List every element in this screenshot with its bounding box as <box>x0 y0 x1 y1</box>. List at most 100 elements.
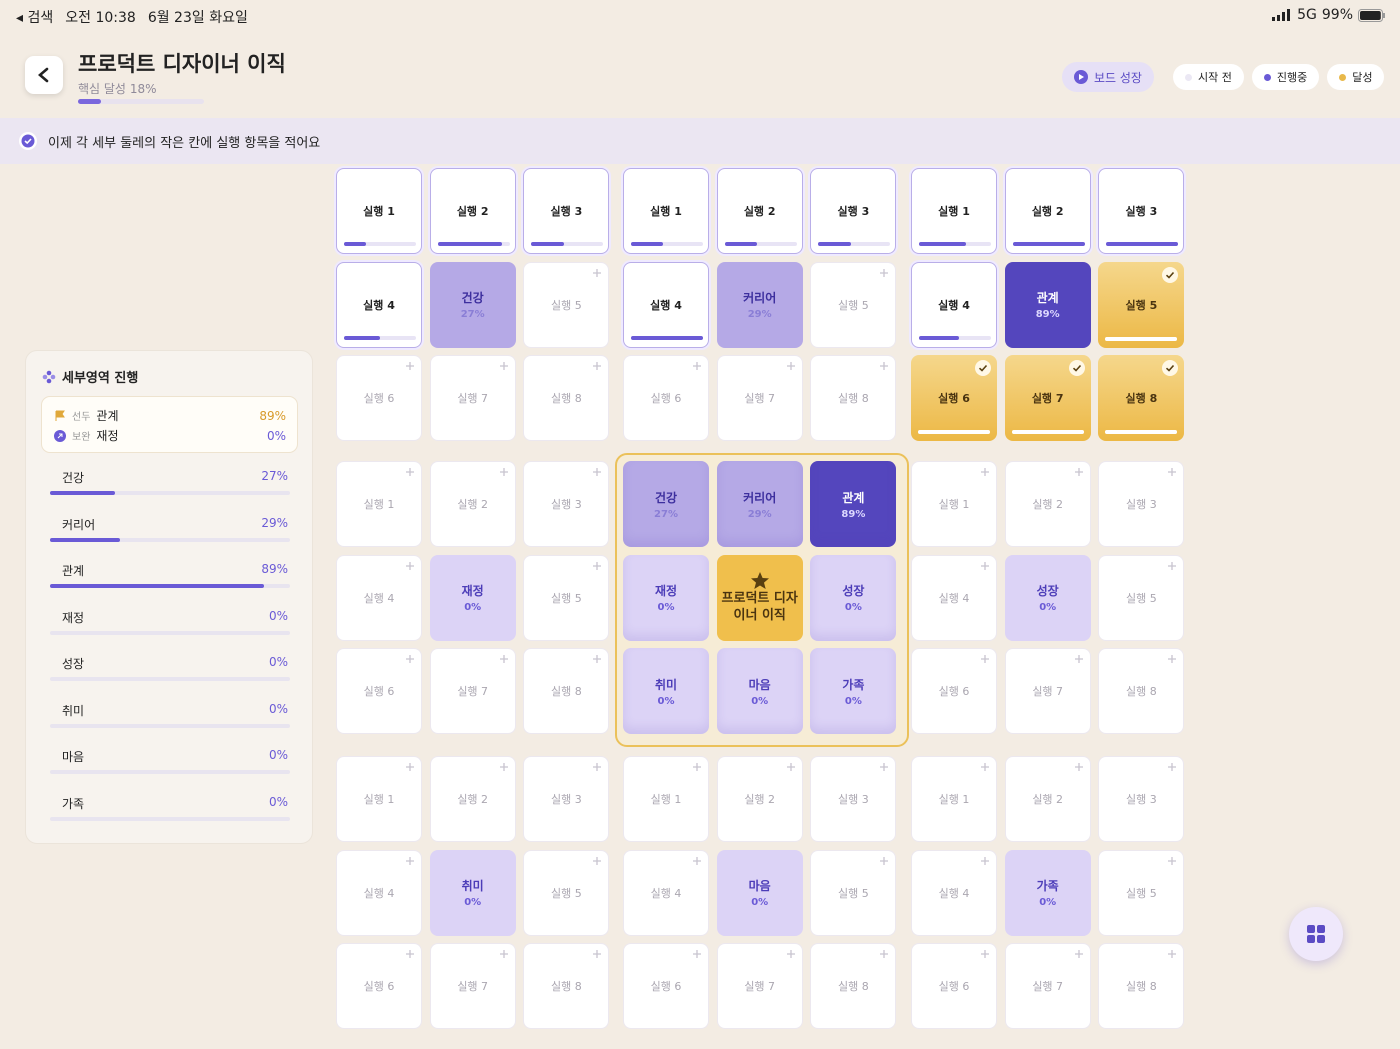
goal-cell[interactable]: 취미 0% <box>429 849 516 936</box>
action-cell[interactable]: 실행 8 <box>810 943 897 1030</box>
core-cell[interactable]: 프로덕트 디자이너 이직 <box>716 554 803 641</box>
action-cell[interactable]: 실행 4 <box>336 261 422 348</box>
action-cell[interactable]: 실행 2 <box>429 168 516 254</box>
action-cell[interactable]: 실행 5 <box>523 849 610 936</box>
action-cell[interactable]: 실행 2 <box>429 756 516 842</box>
action-cell[interactable]: 실행 5 <box>523 261 610 348</box>
add-icon <box>593 561 602 570</box>
action-cell[interactable]: 실행 5 <box>1098 849 1185 936</box>
action-cell[interactable]: 실행 4 <box>911 554 997 641</box>
goal-cell-name: 성장 <box>1036 584 1059 599</box>
action-cell[interactable]: 실행 2 <box>1004 756 1091 842</box>
goal-cell[interactable]: 건강 27% <box>623 461 709 547</box>
action-cell[interactable]: 실행 5 <box>1098 554 1185 641</box>
action-cell[interactable]: 실행 2 <box>1004 461 1091 547</box>
back-link[interactable]: ◂ 검색 <box>16 10 54 26</box>
action-cell[interactable]: 실행 8 <box>523 355 610 442</box>
action-label: 실행 8 <box>1126 980 1157 994</box>
add-icon <box>1168 856 1177 865</box>
action-label: 실행 4 <box>938 591 970 605</box>
action-cell[interactable]: 실행 1 <box>336 461 422 547</box>
add-icon-path <box>499 468 508 476</box>
action-cell[interactable]: 실행 3 <box>1098 461 1185 547</box>
action-cell[interactable]: 실행 1 <box>623 168 709 254</box>
action-cell[interactable]: 실행 2 <box>429 461 516 547</box>
action-label: 실행 5 <box>1126 591 1157 605</box>
action-cell[interactable]: 실행 8 <box>810 355 897 442</box>
goal-name: 건강 <box>62 471 85 485</box>
goal-cell[interactable]: 성장 0% <box>1004 554 1091 641</box>
goal-cell[interactable]: 재정 0% <box>429 554 516 641</box>
goal-cell[interactable]: 마음 0% <box>716 849 803 936</box>
action-cell[interactable]: 실행 3 <box>523 756 610 842</box>
goal-cell[interactable]: 재정 0% <box>623 554 709 641</box>
action-cell[interactable]: 실행 7 <box>716 943 803 1030</box>
action-cell[interactable]: 실행 4 <box>911 849 997 936</box>
action-cell[interactable]: 실행 5 <box>523 554 610 641</box>
action-cell[interactable]: 실행 1 <box>336 756 422 842</box>
action-cell[interactable]: 실행 6 <box>911 648 997 735</box>
action-cell[interactable]: 실행 7 <box>1004 355 1091 442</box>
action-cell[interactable]: 실행 7 <box>1004 943 1091 1030</box>
add-icon-path <box>981 655 989 664</box>
action-cell[interactable]: 실행 4 <box>336 554 422 641</box>
goal-cell[interactable]: 마음 0% <box>716 648 803 735</box>
grid-menu-button[interactable] <box>1289 907 1343 961</box>
grow-button[interactable]: 보드 성장 <box>1062 62 1154 92</box>
goal-cell[interactable]: 가족 0% <box>810 648 897 735</box>
action-cell[interactable]: 실행 1 <box>911 461 997 547</box>
action-cell[interactable]: 실행 3 <box>1098 168 1185 254</box>
action-cell[interactable]: 실행 7 <box>429 943 516 1030</box>
action-cell[interactable]: 실행 2 <box>716 168 803 254</box>
action-cell[interactable]: 실행 6 <box>623 943 709 1030</box>
action-cell[interactable]: 실행 3 <box>1098 756 1185 842</box>
action-cell[interactable]: 실행 6 <box>911 355 997 442</box>
goal-track <box>50 770 290 774</box>
action-cell[interactable]: 실행 2 <box>716 756 803 842</box>
action-cell[interactable]: 실행 6 <box>623 355 709 442</box>
action-cell[interactable]: 실행 3 <box>523 461 610 547</box>
action-cell[interactable]: 실행 7 <box>429 355 516 442</box>
action-cell[interactable]: 실행 7 <box>716 355 803 442</box>
action-cell[interactable]: 실행 7 <box>429 648 516 735</box>
action-cell[interactable]: 실행 4 <box>623 261 709 348</box>
action-cell[interactable]: 실행 5 <box>810 849 897 936</box>
action-cell[interactable]: 실행 3 <box>523 168 610 254</box>
goal-cell[interactable]: 건강 27% <box>429 261 516 348</box>
goal-cell[interactable]: 관계 89% <box>1004 261 1091 348</box>
action-cell[interactable]: 실행 1 <box>336 168 422 254</box>
back-button[interactable] <box>25 56 63 94</box>
add-icon <box>499 655 508 664</box>
action-cell[interactable]: 실행 4 <box>911 261 997 348</box>
goal-cell[interactable]: 커리어 29% <box>716 261 803 348</box>
action-cell[interactable]: 실행 8 <box>1098 943 1185 1030</box>
action-cell[interactable]: 실행 6 <box>336 355 422 442</box>
action-cell[interactable]: 실행 2 <box>1004 168 1091 254</box>
goal-cell[interactable]: 커리어 29% <box>716 461 803 547</box>
add-icon <box>786 362 795 371</box>
action-cell[interactable]: 실행 6 <box>336 648 422 735</box>
action-cell[interactable]: 실행 6 <box>336 943 422 1030</box>
action-cell[interactable]: 실행 3 <box>810 168 897 254</box>
action-cell[interactable]: 실행 8 <box>523 943 610 1030</box>
goal-cell[interactable]: 가족 0% <box>1004 849 1091 936</box>
action-cell[interactable]: 실행 5 <box>810 261 897 348</box>
action-cell[interactable]: 실행 4 <box>336 849 422 936</box>
add-icon-path <box>593 856 602 865</box>
action-cell[interactable]: 실행 8 <box>523 648 610 735</box>
action-label: 실행 1 <box>363 793 395 806</box>
action-cell[interactable]: 실행 6 <box>911 943 997 1030</box>
action-cell[interactable]: 실행 1 <box>911 756 997 842</box>
action-cell[interactable]: 실행 4 <box>623 849 709 936</box>
goal-cell[interactable]: 취미 0% <box>623 648 709 735</box>
action-cell[interactable]: 실행 1 <box>623 756 709 842</box>
goal-cell[interactable]: 성장 0% <box>810 554 897 641</box>
action-cell[interactable]: 실행 1 <box>911 168 997 254</box>
action-cell[interactable]: 실행 8 <box>1098 648 1185 735</box>
action-cell[interactable]: 실행 8 <box>1098 355 1185 442</box>
add-icon <box>406 362 414 371</box>
goal-cell[interactable]: 관계 89% <box>810 461 897 547</box>
action-cell[interactable]: 실행 3 <box>810 756 897 842</box>
action-cell[interactable]: 실행 5 <box>1098 261 1185 348</box>
action-cell[interactable]: 실행 7 <box>1004 648 1091 735</box>
